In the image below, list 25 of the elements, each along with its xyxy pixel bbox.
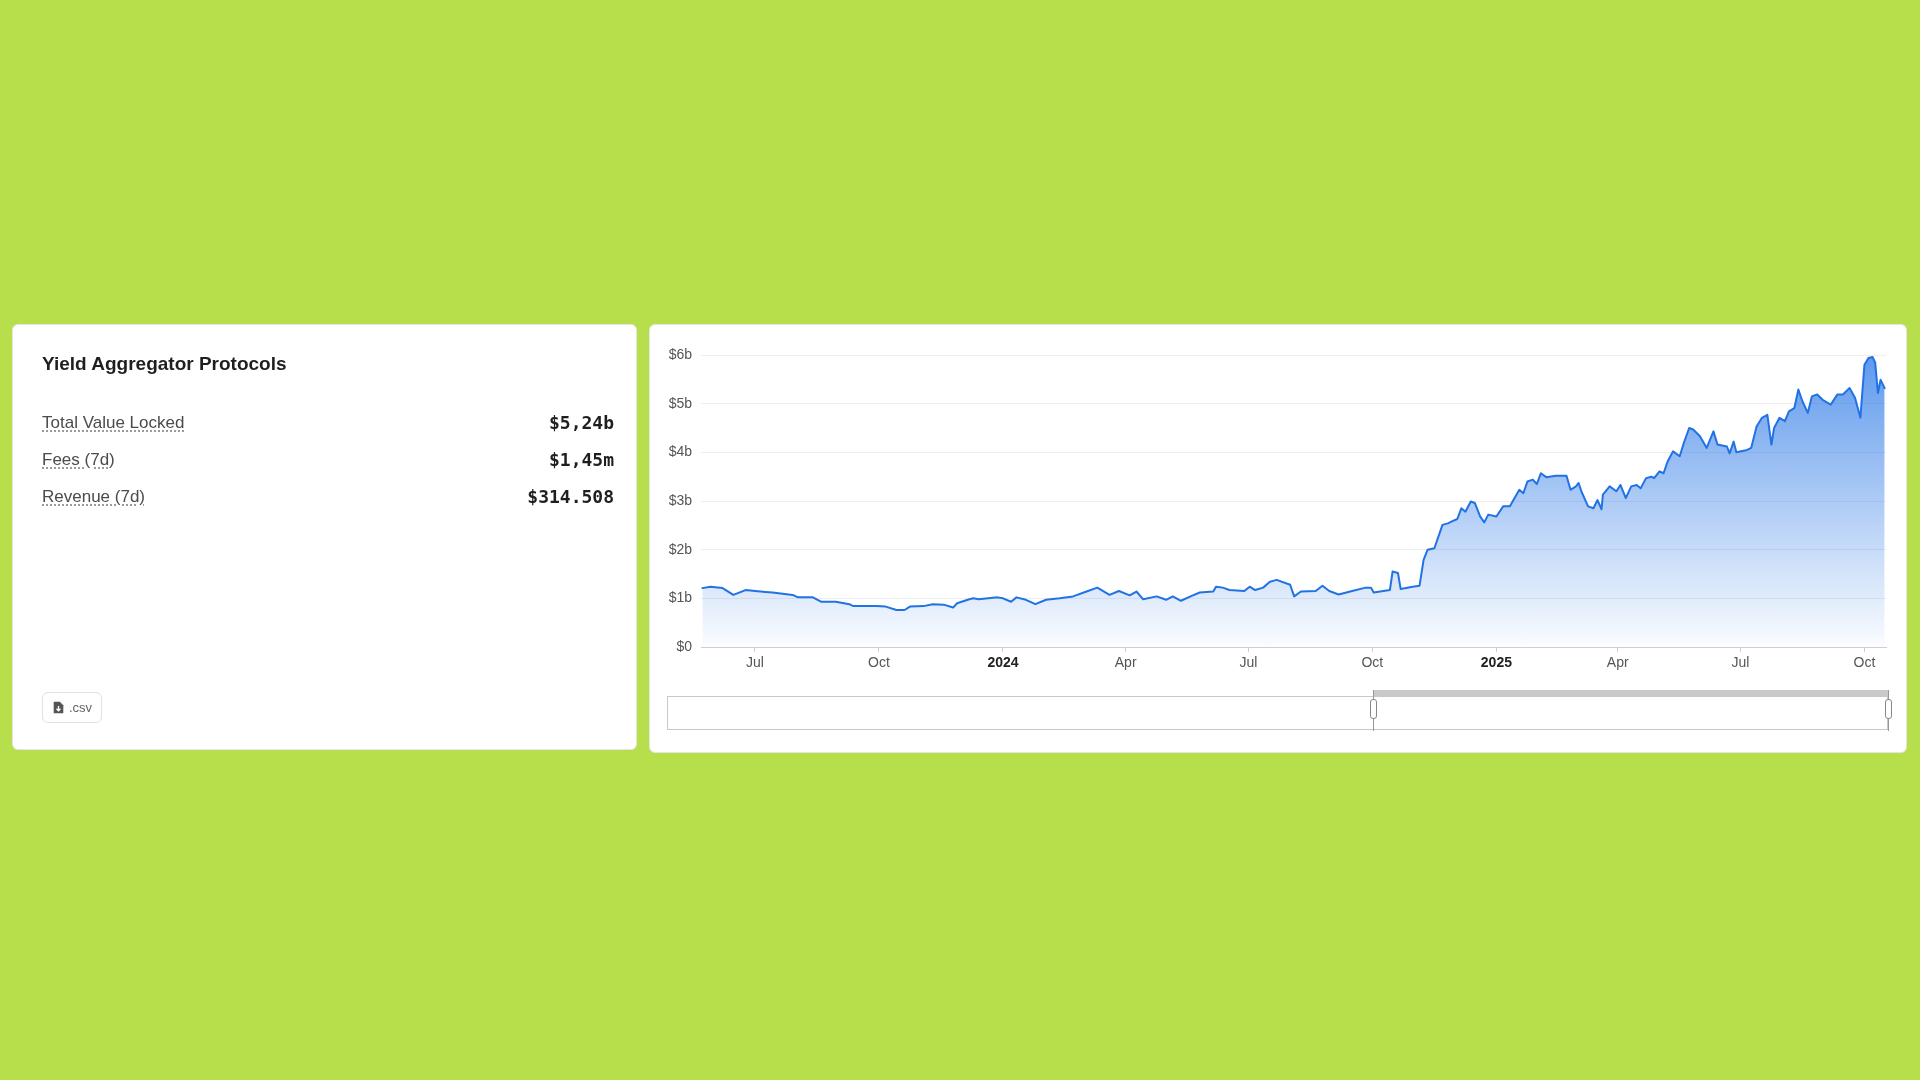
text: Revenue (7d) xyxy=(42,487,146,507)
text: Fees (7d) xyxy=(42,450,115,470)
y-tick-label: $0 xyxy=(676,637,693,654)
text: $5,24b xyxy=(548,412,614,433)
x-tick-label: 2025 xyxy=(1480,654,1513,671)
x-tick-label: Oct xyxy=(868,654,890,671)
x-tick-label: Oct xyxy=(1361,654,1384,671)
y-tick-label: $5b xyxy=(668,394,693,411)
text: Total Value Locked xyxy=(42,413,185,433)
x-tick-label: Jul xyxy=(1731,654,1750,671)
text: Yield Aggregator Protocols xyxy=(42,353,287,375)
y-tick-label: $3b xyxy=(668,491,693,508)
text: $1,45m xyxy=(548,449,614,470)
x-tick-label: Apr xyxy=(1114,654,1137,671)
csv-button: .csv xyxy=(42,692,103,723)
x-tick-label: Oct xyxy=(1853,654,1876,671)
y-tick-label: $4b xyxy=(668,443,693,460)
x-tick-label: Jul xyxy=(745,654,764,671)
text: $314.508 xyxy=(527,486,614,507)
x-tick-label: 2024 xyxy=(987,654,1019,671)
x-tick-label: Jul xyxy=(1239,654,1258,671)
y-tick-label: $1b xyxy=(668,589,693,606)
y-tick-label: $6b xyxy=(668,345,693,362)
y-tick-label: $2b xyxy=(668,540,693,557)
x-tick-label: Apr xyxy=(1606,654,1629,671)
